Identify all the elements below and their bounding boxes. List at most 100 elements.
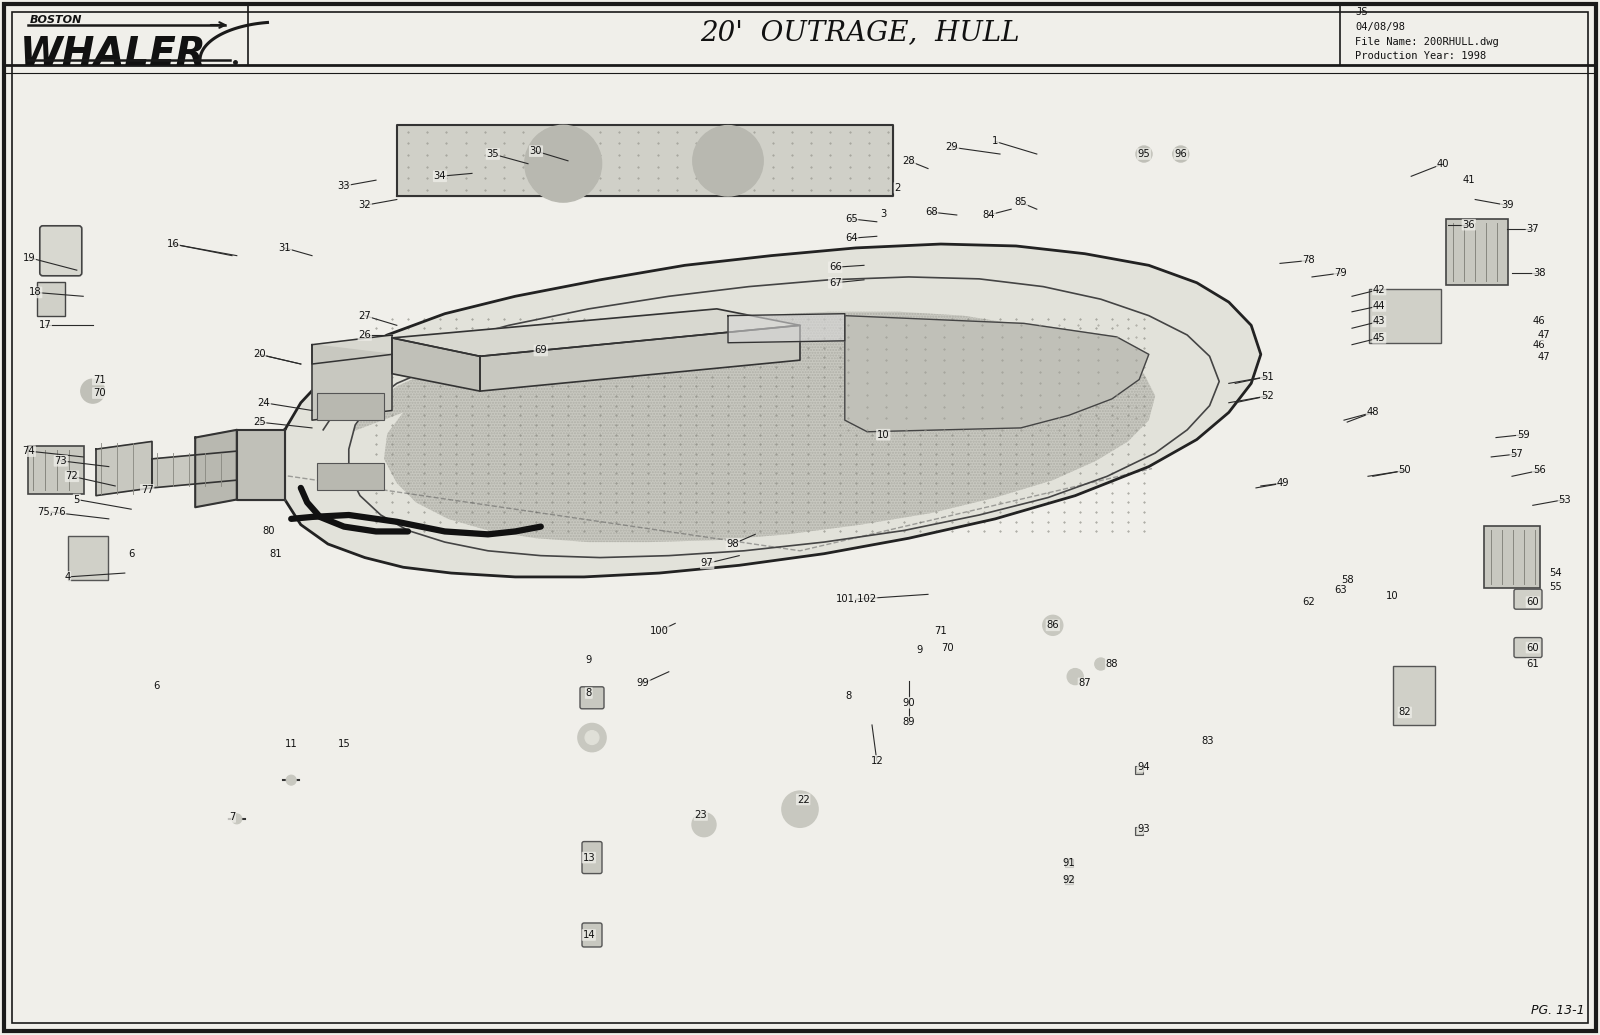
Circle shape bbox=[1094, 658, 1107, 670]
Circle shape bbox=[544, 162, 576, 195]
Text: 52: 52 bbox=[1261, 391, 1274, 401]
Text: 28: 28 bbox=[902, 156, 915, 166]
FancyBboxPatch shape bbox=[1514, 638, 1542, 657]
Text: 32: 32 bbox=[358, 201, 371, 210]
Text: 26: 26 bbox=[358, 330, 371, 341]
Text: 18: 18 bbox=[29, 288, 42, 297]
Text: 90: 90 bbox=[902, 698, 915, 708]
Text: 60: 60 bbox=[1526, 643, 1539, 653]
Text: 58: 58 bbox=[1341, 574, 1354, 585]
Text: 16: 16 bbox=[166, 239, 179, 249]
Text: 47: 47 bbox=[1538, 330, 1550, 341]
FancyBboxPatch shape bbox=[1485, 526, 1541, 588]
Polygon shape bbox=[352, 312, 1155, 542]
Text: 75,76: 75,76 bbox=[37, 507, 66, 518]
Polygon shape bbox=[845, 316, 1149, 432]
Text: 30: 30 bbox=[530, 146, 542, 156]
Text: 24: 24 bbox=[258, 397, 270, 408]
Text: 13: 13 bbox=[582, 853, 595, 862]
Polygon shape bbox=[237, 430, 285, 500]
Text: 80: 80 bbox=[262, 527, 275, 536]
Text: 29: 29 bbox=[946, 142, 958, 152]
Text: 69: 69 bbox=[534, 346, 547, 355]
Text: 73: 73 bbox=[54, 455, 67, 466]
Polygon shape bbox=[392, 308, 800, 356]
Text: 10: 10 bbox=[1386, 591, 1398, 601]
Text: 47: 47 bbox=[1538, 352, 1550, 362]
Text: 95: 95 bbox=[1138, 149, 1150, 159]
Text: 57: 57 bbox=[1510, 449, 1523, 460]
Text: 19: 19 bbox=[22, 253, 35, 263]
Text: 96: 96 bbox=[1174, 149, 1187, 159]
Text: 63: 63 bbox=[1334, 585, 1347, 594]
Polygon shape bbox=[392, 337, 480, 391]
FancyBboxPatch shape bbox=[579, 687, 605, 709]
Text: 91: 91 bbox=[1062, 858, 1075, 868]
Text: 36: 36 bbox=[1462, 219, 1475, 230]
Text: 35: 35 bbox=[486, 149, 499, 159]
Text: 46: 46 bbox=[1533, 339, 1546, 350]
Text: 55: 55 bbox=[1549, 582, 1562, 592]
Circle shape bbox=[286, 775, 296, 786]
Circle shape bbox=[82, 379, 106, 403]
Circle shape bbox=[1067, 669, 1083, 684]
Text: 70: 70 bbox=[941, 643, 954, 653]
Polygon shape bbox=[195, 430, 237, 507]
Circle shape bbox=[525, 125, 602, 202]
Text: 5: 5 bbox=[74, 495, 80, 504]
Text: PG. 13-1: PG. 13-1 bbox=[1531, 1004, 1586, 1017]
Circle shape bbox=[1173, 146, 1189, 162]
Text: 60: 60 bbox=[1526, 597, 1539, 608]
Polygon shape bbox=[312, 345, 392, 420]
Text: 44: 44 bbox=[1373, 301, 1386, 310]
FancyBboxPatch shape bbox=[1446, 218, 1507, 285]
Text: 1: 1 bbox=[992, 137, 998, 147]
Text: 56: 56 bbox=[1533, 466, 1546, 475]
Text: 7: 7 bbox=[229, 811, 235, 822]
Polygon shape bbox=[728, 314, 845, 343]
Text: 27: 27 bbox=[358, 310, 371, 321]
Text: 81: 81 bbox=[269, 549, 282, 559]
Text: 17: 17 bbox=[38, 320, 51, 330]
Polygon shape bbox=[96, 442, 152, 496]
Text: 99: 99 bbox=[637, 678, 650, 688]
Text: 46: 46 bbox=[1533, 317, 1546, 326]
Text: 87: 87 bbox=[1078, 678, 1091, 688]
Text: 9: 9 bbox=[586, 655, 592, 666]
Text: 82: 82 bbox=[1398, 707, 1411, 717]
Text: 45: 45 bbox=[1373, 333, 1386, 343]
Text: 10: 10 bbox=[877, 430, 890, 440]
Text: 9: 9 bbox=[917, 646, 923, 655]
Text: 97: 97 bbox=[701, 558, 714, 568]
Text: 88: 88 bbox=[1106, 659, 1118, 669]
Text: 3: 3 bbox=[880, 209, 886, 219]
Text: 92: 92 bbox=[1062, 875, 1075, 885]
Circle shape bbox=[782, 791, 818, 827]
Text: 89: 89 bbox=[902, 717, 915, 728]
Text: 68: 68 bbox=[925, 207, 938, 217]
Text: 39: 39 bbox=[1501, 201, 1514, 210]
Text: 100: 100 bbox=[650, 626, 669, 637]
Text: 14: 14 bbox=[582, 930, 595, 940]
Text: 4: 4 bbox=[64, 572, 70, 582]
Text: 34: 34 bbox=[434, 171, 446, 181]
Text: 79: 79 bbox=[1334, 268, 1347, 278]
Text: 61: 61 bbox=[1526, 659, 1539, 669]
Text: 6: 6 bbox=[154, 681, 160, 691]
Text: 86: 86 bbox=[1046, 620, 1059, 630]
Text: 64: 64 bbox=[845, 233, 858, 243]
Text: 49: 49 bbox=[1277, 478, 1290, 489]
Text: 15: 15 bbox=[338, 739, 350, 749]
Polygon shape bbox=[397, 125, 893, 196]
Polygon shape bbox=[280, 244, 1261, 576]
Text: BOSTON: BOSTON bbox=[30, 14, 82, 25]
Polygon shape bbox=[480, 325, 800, 391]
Text: 51: 51 bbox=[1261, 372, 1274, 382]
Text: 25: 25 bbox=[253, 417, 266, 427]
Circle shape bbox=[693, 125, 763, 196]
Text: 11: 11 bbox=[285, 739, 298, 749]
Text: 84: 84 bbox=[982, 210, 995, 220]
Text: 93: 93 bbox=[1138, 824, 1150, 833]
Circle shape bbox=[1043, 616, 1062, 635]
Circle shape bbox=[691, 812, 717, 836]
